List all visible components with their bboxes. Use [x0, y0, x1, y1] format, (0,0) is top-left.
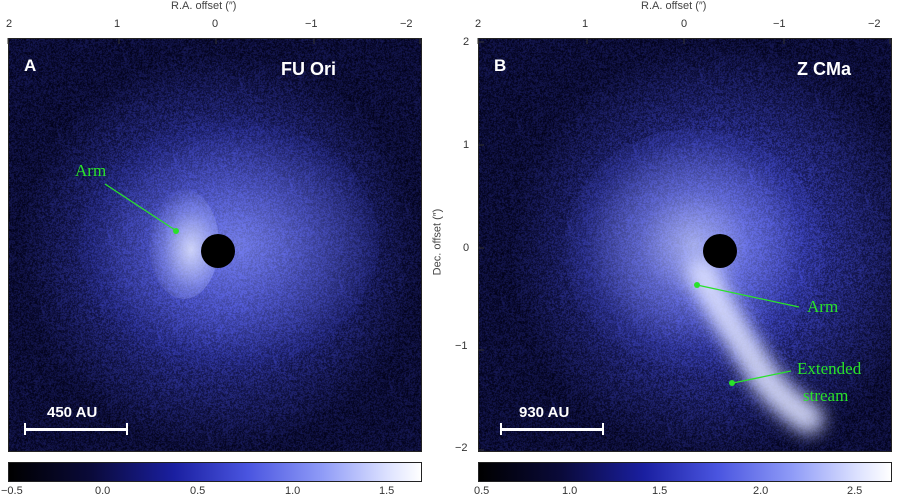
ra-axis-title-a: R.A. offset (″)	[171, 0, 237, 12]
dec-tick-b-1: 1	[463, 139, 470, 151]
dec-tick-b-0: 2	[463, 36, 470, 48]
ra-tick-b-2: 0	[681, 18, 688, 30]
scale-bar-b-left-cap	[500, 423, 502, 435]
scale-bar-b	[501, 428, 603, 431]
ra-tick-b-1: 1	[582, 18, 589, 30]
ra-tick-b-4: −2	[868, 18, 881, 30]
dec-tick-b-3: −1	[455, 340, 468, 352]
scale-bar-b-right-cap	[602, 423, 604, 435]
target-name-fu-ori: FU Ori	[281, 59, 337, 79]
colorbar-b	[478, 462, 892, 482]
ra-tick-a-2: 0	[212, 18, 219, 30]
panel-letter-b: B	[494, 56, 507, 75]
scale-label-b: 930 AU	[519, 404, 570, 421]
colorbar-b-tick-2: 1.5	[652, 485, 668, 497]
ra-tick-b-0: 2	[475, 18, 482, 30]
arm-label-b: Arm	[807, 297, 839, 316]
colorbar-b-tick-1: 1.0	[562, 485, 578, 497]
colorbar-a-tick-3: 1.0	[285, 485, 301, 497]
scale-bar-a-left-cap	[24, 423, 26, 435]
z-cma-image: B Z CMa Arm Extended stream 930 AU	[478, 38, 892, 452]
ra-tick-a-1: 1	[114, 18, 121, 30]
fu-ori-coronagraph-mask	[201, 234, 235, 268]
stream-label-line2: stream	[803, 386, 849, 405]
colorbar-a-tick-0: −0.5	[1, 485, 23, 497]
arm-pointer-a	[104, 183, 179, 234]
z-cma-coronagraph-mask	[703, 234, 737, 268]
colorbar-a-tick-1: 0.0	[95, 485, 111, 497]
stream-label-line1: Extended	[797, 359, 862, 378]
ra-tick-a-3: −1	[305, 18, 318, 30]
scale-label-a: 450 AU	[47, 404, 98, 421]
annotation-pointers-b	[694, 282, 800, 386]
colorbar-a	[8, 462, 422, 482]
ra-tick-a-0: 2	[6, 18, 13, 30]
extended-stream	[686, 256, 824, 434]
panel-a: R.A. offset (″) 2 1 0 −1 −2 A FU Ori Arm…	[0, 0, 440, 500]
fu-ori-image: A FU Ori Arm 450 AU	[8, 38, 422, 452]
panel-letter-a: A	[24, 56, 37, 75]
dec-axis-title-b: Dec. offset (″)	[431, 208, 444, 276]
colorbar-a-tick-2: 0.5	[190, 485, 206, 497]
scale-bar-a	[25, 428, 127, 431]
colorbar-a-tick-4: 1.5	[379, 485, 395, 497]
dec-tick-b-2: 0	[463, 242, 470, 254]
colorbar-b-tick-3: 2.0	[753, 485, 769, 497]
scale-bar-a-right-cap	[126, 423, 128, 435]
dec-tick-b-4: −2	[455, 442, 468, 454]
colorbar-b-tick-4: 2.5	[847, 485, 863, 497]
target-name-z-cma: Z CMa	[797, 59, 851, 79]
ra-tick-b-3: −1	[773, 18, 786, 30]
arm-label-a: Arm	[75, 161, 107, 180]
colorbar-b-tick-0: 0.5	[474, 485, 490, 497]
ra-tick-a-4: −2	[400, 18, 413, 30]
panel-b: R.A. offset (″) 2 1 0 −1 −2 Dec. offset …	[430, 0, 900, 500]
ra-axis-title-b: R.A. offset (″)	[641, 0, 707, 12]
